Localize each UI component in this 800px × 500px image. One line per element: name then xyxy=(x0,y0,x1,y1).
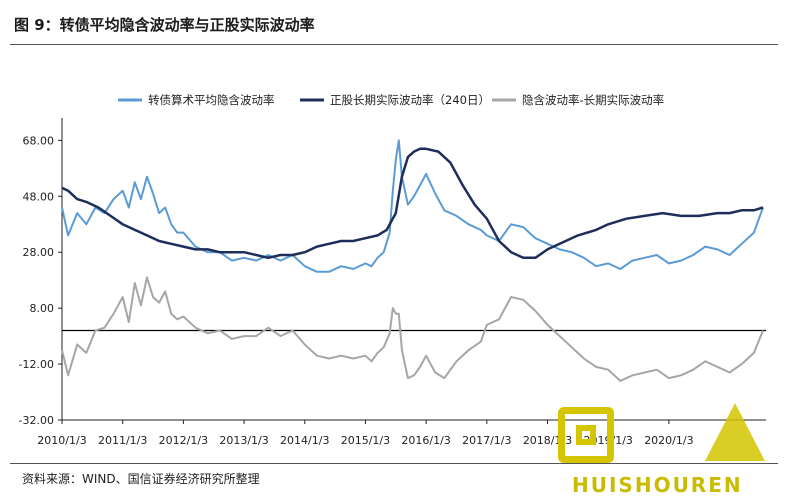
figure-header: 图 9：转债平均隐含波动率与正股实际波动率 xyxy=(0,0,800,48)
x-tick-label: 2014/1/3 xyxy=(280,434,329,447)
x-tick-label: 2020/1/3 xyxy=(644,434,693,447)
y-tick-label: -12.00 xyxy=(19,358,54,371)
legend-label-1: 正股长期实际波动率（240日） xyxy=(330,93,490,107)
series-line-2 xyxy=(61,276,764,382)
x-tick-label: 2016/1/3 xyxy=(401,434,450,447)
series-line-1 xyxy=(61,147,764,260)
x-tick-label: 2012/1/3 xyxy=(159,434,208,447)
y-tick-label: 8.00 xyxy=(30,302,55,315)
figure-title: 图 9：转债平均隐含波动率与正股实际波动率 xyxy=(14,16,315,34)
series-line-0 xyxy=(61,139,764,273)
header-divider xyxy=(10,44,778,45)
watermark-arrow-icon xyxy=(705,403,765,461)
watermark-box-icon xyxy=(558,407,614,463)
legend-label-2: 隐含波动率-长期实际波动率 xyxy=(522,93,664,107)
y-tick-label: 68.00 xyxy=(23,134,55,147)
x-tick-label: 2013/1/3 xyxy=(219,434,268,447)
x-tick-label: 2010/1/3 xyxy=(37,434,86,447)
footer-divider xyxy=(10,463,778,464)
x-tick-label: 2011/1/3 xyxy=(98,434,147,447)
watermark-text: HUISHOUREN xyxy=(572,473,743,497)
legend-label-0: 转债算术平均隐含波动率 xyxy=(148,93,275,107)
x-tick-label: 2015/1/3 xyxy=(341,434,390,447)
y-tick-label: 48.00 xyxy=(23,190,55,203)
x-tick-label: 2017/1/3 xyxy=(462,434,511,447)
watermark-logo: HUISHOUREN xyxy=(530,395,770,500)
source-note: 资料来源：WIND、国信证券经济研究所整理 xyxy=(22,472,260,486)
y-tick-label: -32.00 xyxy=(19,414,54,427)
y-tick-label: 28.00 xyxy=(23,246,55,259)
